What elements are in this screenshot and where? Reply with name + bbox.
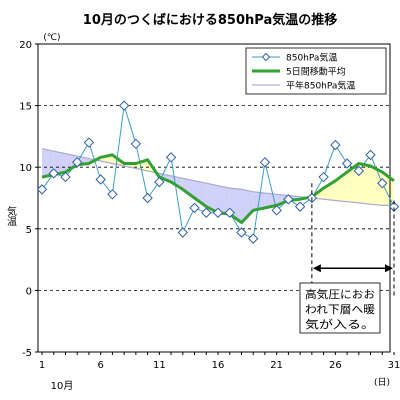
- data-point-marker: [271, 205, 282, 216]
- y-tick-label: -5: [22, 348, 32, 359]
- data-point-marker: [247, 233, 259, 244]
- data-point-marker: [353, 165, 365, 177]
- month-label: 10月: [51, 380, 74, 392]
- legend-label: 平年850hPa気温: [286, 80, 355, 92]
- annotation-box: [299, 282, 381, 334]
- data-point-marker: [165, 152, 177, 163]
- data-point-marker: [294, 201, 306, 212]
- y-tick-label: 10: [19, 163, 32, 174]
- data-point-marker: [177, 227, 189, 238]
- below-normal-fill: [218, 185, 230, 214]
- x-tick-label: 21: [270, 360, 283, 371]
- below-normal-fill: [42, 148, 54, 178]
- below-normal-fill: [182, 178, 195, 198]
- below-normal-fill: [241, 189, 254, 223]
- annotation-arrowhead-left: [312, 264, 321, 273]
- annotation-text-line: 高気圧におお: [305, 287, 375, 301]
- data-point-marker: [283, 194, 294, 205]
- legend-marker-daily: [261, 52, 271, 62]
- data-point-marker: [189, 202, 200, 214]
- data-point-marker: [142, 192, 153, 204]
- y-unit-label: (℃): [43, 33, 60, 43]
- x-tick-label: 11: [153, 360, 166, 371]
- y-axis-label: 気温: [5, 205, 17, 226]
- x-unit-label: (日): [374, 377, 390, 388]
- x-tick-label: 31: [388, 360, 400, 371]
- y-tick-label: 15: [19, 102, 32, 113]
- below-normal-fill: [53, 151, 66, 175]
- data-point-marker: [212, 207, 224, 218]
- data-point-marker: [236, 227, 247, 238]
- chart-title: 10月のつくばにおける850hPa気温の推移: [83, 12, 337, 28]
- data-point-marker: [318, 171, 329, 183]
- data-point-marker: [130, 138, 142, 149]
- above-normal-fill: [358, 163, 371, 205]
- data-point-marker: [259, 157, 271, 168]
- data-point-marker: [330, 139, 341, 151]
- data-point-marker: [365, 149, 376, 161]
- y-tick-label: 20: [19, 40, 32, 51]
- x-tick-label: 16: [212, 360, 225, 371]
- above-normal-fill: [347, 163, 359, 203]
- data-point-marker: [95, 174, 106, 185]
- legend-label: 850hPa気温: [286, 52, 337, 64]
- annotation-text-line: 気が入る。: [305, 317, 375, 331]
- data-point-marker: [341, 158, 353, 169]
- data-point-marker: [60, 171, 71, 183]
- data-point-marker: [377, 178, 388, 189]
- series-line-normal: [41, 148, 394, 206]
- data-point-marker: [83, 137, 95, 148]
- data-point-marker: [48, 168, 59, 179]
- data-point-marker: [224, 207, 235, 218]
- annotation-text-line: われ下層へ暖: [305, 303, 375, 316]
- above-normal-fill: [135, 159, 148, 171]
- x-tick-label: 26: [329, 360, 342, 371]
- annotation-arrowhead-right: [385, 264, 393, 273]
- data-point-marker: [154, 176, 165, 188]
- data-point-marker: [201, 207, 212, 218]
- x-tick-label: 6: [97, 360, 103, 371]
- y-tick-label: 5: [26, 225, 32, 236]
- data-point-marker: [71, 157, 83, 168]
- series-line-daily: [41, 105, 395, 240]
- above-normal-fill: [323, 180, 336, 201]
- data-point-marker: [107, 189, 118, 200]
- data-point-marker: [118, 100, 130, 111]
- x-tick-label: 1: [39, 360, 45, 371]
- grid-lines: [38, 105, 390, 291]
- data-point-marker: [36, 184, 48, 195]
- below-normal-fill: [206, 183, 218, 213]
- series-layer: [36, 100, 400, 244]
- below-normal-fill: [194, 180, 207, 207]
- y-tick-label: 0: [26, 286, 32, 297]
- legend-label: 5日間移動平均: [286, 66, 346, 78]
